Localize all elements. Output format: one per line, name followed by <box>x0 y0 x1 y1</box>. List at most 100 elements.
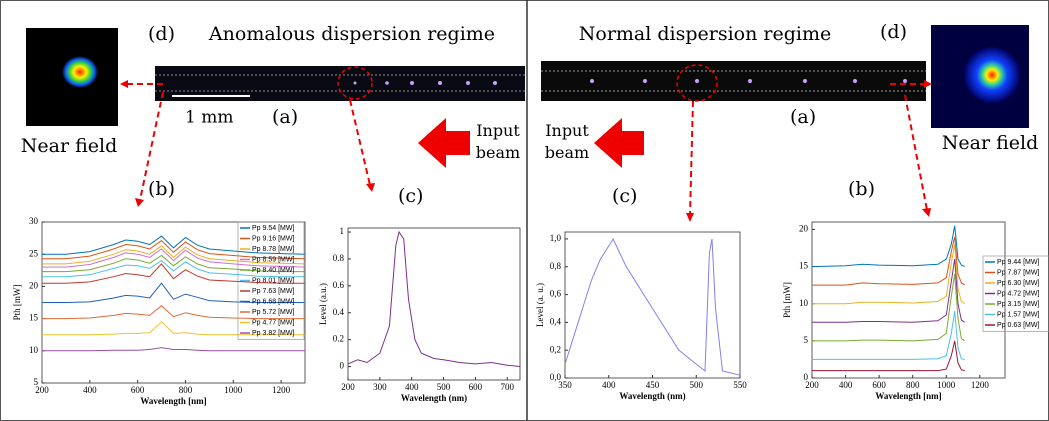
regime-title: Normal dispersion regime <box>579 23 831 45</box>
legend-label: Pp 3.15 [MW] <box>997 301 1039 308</box>
y-axis-label: Pth [mW] <box>12 285 22 321</box>
y-tick-label: 0,2 <box>550 344 561 354</box>
series-line <box>347 230 521 367</box>
legend-label: Pp 9.44 [MW] <box>997 259 1039 266</box>
panel-label: (c) <box>612 185 637 207</box>
beam-spot <box>62 56 98 88</box>
series-line <box>42 263 305 284</box>
y-axis-label: Level (a.u.) <box>318 283 328 325</box>
y-tick-label: 10 <box>799 298 809 308</box>
x-tick-label: 1000 <box>224 385 243 395</box>
plot-frame <box>564 231 741 379</box>
x-tick-label: 1200 <box>272 385 291 395</box>
beam-spot <box>964 47 1020 103</box>
legend-label: Pp 1.57 [MW] <box>997 311 1039 318</box>
y-tick-label: 15 <box>29 313 39 323</box>
x-axis-label: Wavelength (nm) <box>401 393 467 403</box>
input-text: Input beam <box>475 121 521 162</box>
input-arrow <box>594 118 644 168</box>
x-tick-label: 700 <box>501 382 515 392</box>
series-line <box>42 305 305 320</box>
legend-label: Pp 5.72 [MW] <box>252 309 294 316</box>
series-line <box>42 347 305 352</box>
legend-label: Pp 9.16 [MW] <box>252 235 294 242</box>
series-line <box>42 321 305 336</box>
legend-label: Pp 0.63 [MW] <box>997 322 1039 329</box>
legend-label: Pp 8.78 [MW] <box>252 246 294 253</box>
x-axis-label: Wavelength [nm] <box>875 391 941 401</box>
y-tick-label: 20 <box>29 280 39 290</box>
x-tick-label: 1000 <box>937 380 956 390</box>
series-line <box>564 237 741 376</box>
x-tick-label: 200 <box>341 382 355 392</box>
y-tick-label: 15 <box>799 261 809 271</box>
regime-title: Anomalous dispersion regime <box>208 23 495 45</box>
x-tick-label: 600 <box>131 385 145 395</box>
input-label: Input beam <box>475 121 521 162</box>
y-tick-label: 0,6 <box>550 289 562 299</box>
panel-label: (b) <box>148 178 175 200</box>
near-field-label: Near field <box>21 135 117 157</box>
arrow-heads <box>120 80 932 222</box>
y-tick-label: 0.2 <box>333 334 344 344</box>
legend-label: Pp 8.59 [MW] <box>252 256 294 263</box>
y-tick-label: 30 <box>29 216 39 226</box>
y-tick-label: 0.6 <box>333 280 345 290</box>
y-tick-label: 0.8 <box>333 253 345 263</box>
input-text: Input beam <box>544 121 590 162</box>
x-tick-label: 550 <box>733 380 747 390</box>
y-tick-label: 0 <box>340 361 345 371</box>
x-tick-label: 200 <box>805 380 819 390</box>
x-axis-label: Wavelength (nm) <box>619 391 685 401</box>
panel-label: (b) <box>848 178 875 200</box>
x-tick-label: 600 <box>872 380 886 390</box>
x-tick-label: 400 <box>602 380 616 390</box>
series-line <box>812 244 965 305</box>
input-label: Input beam <box>544 121 590 162</box>
series-line <box>812 259 965 323</box>
y-tick-label: 0,4 <box>550 316 562 326</box>
plot-frame <box>347 227 521 381</box>
x-tick-label: 400 <box>83 385 97 395</box>
legend-label: Pp 4.72 [MW] <box>997 290 1039 297</box>
y-axis-label: Pth [mW] <box>782 282 792 318</box>
x-tick-label: 800 <box>179 385 193 395</box>
highlight <box>337 66 373 100</box>
y-tick-label: 0.4 <box>333 307 345 317</box>
series-line <box>812 340 965 372</box>
x-tick-label: 350 <box>558 380 572 390</box>
legend-box <box>237 221 305 340</box>
x-tick-label: 300 <box>373 382 387 392</box>
y-tick-label: 1,0 <box>550 233 562 243</box>
y-tick-label: 0 <box>804 372 809 382</box>
waveguide-image <box>541 61 926 101</box>
series-line <box>812 273 965 342</box>
legend-label: Pp 8.01 [MW] <box>252 277 294 284</box>
plot-frame <box>811 221 1006 379</box>
pointer-arrows <box>125 83 928 216</box>
x-tick-label: 500 <box>437 382 451 392</box>
y-tick-label: 5 <box>804 335 809 345</box>
highlight <box>676 64 718 102</box>
x-tick-label: 400 <box>839 380 853 390</box>
y-tick-label: 5 <box>34 377 39 387</box>
x-tick-label: 200 <box>35 385 49 395</box>
y-tick-label: 25 <box>29 248 39 258</box>
panel-label: (d) <box>880 21 907 43</box>
x-tick-label: 450 <box>646 380 660 390</box>
y-tick-label: 0,0 <box>550 372 562 382</box>
series-line <box>42 248 306 268</box>
y-tick-label: 20 <box>799 223 809 233</box>
legend-label: Pp 7.63 [MW] <box>252 288 294 295</box>
x-tick-label: 400 <box>405 382 419 392</box>
series-line <box>42 235 306 255</box>
near-field-label: Near field <box>942 132 1038 154</box>
x-tick-label: 800 <box>906 380 920 390</box>
x-tick-label: 600 <box>469 382 483 392</box>
legend-box <box>982 255 1049 332</box>
series-line <box>42 240 306 260</box>
legend-label: Pp 7.87 [MW] <box>997 269 1039 276</box>
x-axis-label: Wavelength [nm] <box>140 396 206 406</box>
input-arrow <box>418 118 470 168</box>
series-line <box>42 245 306 265</box>
